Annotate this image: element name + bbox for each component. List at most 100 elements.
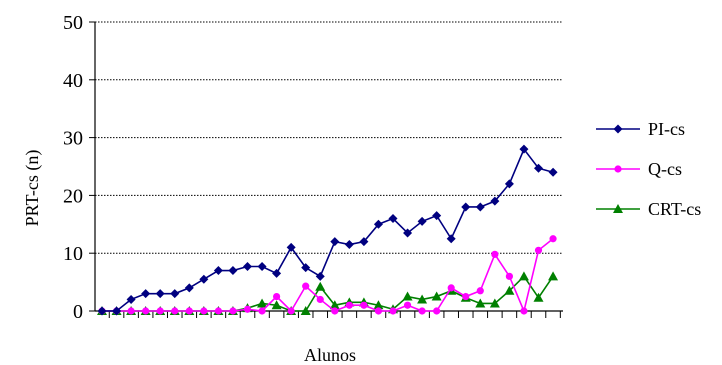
data-point-crt-cs	[417, 294, 428, 304]
data-point-q-cs	[418, 307, 426, 315]
data-point-pi-cs	[97, 306, 107, 316]
y-tick-label: 40	[63, 70, 83, 92]
data-point-pi-cs	[359, 237, 369, 247]
series-line-q-cs	[102, 238, 554, 314]
data-point-q-cs	[462, 292, 470, 301]
data-point-q-cs	[520, 307, 528, 315]
legend-label-pi-cs: PI-cs	[648, 119, 685, 139]
data-point-pi-cs	[461, 202, 471, 212]
data-point-q-cs	[316, 295, 324, 304]
data-point-q-cs	[491, 250, 499, 258]
legend-label-crt-cs: CRT-cs	[648, 199, 701, 219]
data-point-q-cs	[287, 307, 295, 315]
data-point-pi-cs	[432, 211, 442, 221]
data-point-pi-cs	[504, 179, 514, 189]
data-point-pi-cs	[243, 261, 252, 271]
legend-item-q-cs: Q-cs	[596, 159, 682, 179]
data-point-pi-cs	[170, 289, 180, 299]
data-point-crt-cs	[315, 281, 326, 291]
data-point-pi-cs	[126, 294, 136, 304]
series-group	[97, 144, 559, 316]
data-point-pi-cs	[534, 163, 543, 173]
legend-marker-pi-cs	[613, 124, 623, 134]
data-point-pi-cs	[257, 261, 267, 271]
data-point-pi-cs	[446, 234, 456, 244]
data-point-pi-cs	[475, 202, 485, 212]
data-point-q-cs	[243, 305, 252, 313]
data-point-pi-cs	[286, 242, 296, 252]
data-point-pi-cs	[490, 196, 500, 206]
data-point-crt-cs	[300, 306, 311, 315]
data-point-q-cs	[505, 272, 513, 280]
data-point-q-cs	[360, 301, 368, 309]
data-point-q-cs	[331, 307, 339, 315]
series-pi-cs	[97, 144, 558, 316]
y-tick-label: 50	[63, 12, 83, 34]
data-point-q-cs	[127, 307, 135, 315]
data-point-crt-cs	[431, 291, 442, 301]
data-point-pi-cs	[373, 219, 383, 229]
data-point-q-cs	[185, 307, 193, 315]
data-point-pi-cs	[315, 271, 325, 281]
data-point-q-cs	[142, 307, 150, 315]
data-point-pi-cs	[155, 289, 165, 299]
data-point-crt-cs	[271, 300, 282, 310]
axes	[94, 22, 563, 312]
data-point-pi-cs	[272, 268, 282, 278]
y-tick-label: 30	[63, 128, 83, 150]
data-point-pi-cs	[403, 228, 413, 238]
data-point-crt-cs	[475, 298, 486, 308]
data-point-pi-cs	[213, 266, 223, 276]
data-point-q-cs	[374, 307, 383, 315]
data-point-q-cs	[171, 307, 179, 315]
data-point-pi-cs	[301, 263, 311, 273]
data-point-crt-cs	[257, 298, 268, 308]
data-point-pi-cs	[417, 216, 427, 226]
data-point-q-cs	[345, 301, 353, 309]
data-point-crt-cs	[402, 291, 413, 301]
x-axis-label: Alunos	[304, 345, 356, 365]
data-point-q-cs	[476, 287, 484, 295]
data-point-crt-cs	[518, 271, 529, 281]
data-point-q-cs	[258, 307, 266, 315]
y-axis-ticks: 0 10 20 30 40 50	[63, 12, 95, 323]
data-point-q-cs	[156, 307, 164, 315]
data-point-crt-cs	[504, 285, 515, 295]
legend: PI-cs Q-cs CRT-cs	[596, 119, 701, 219]
data-point-pi-cs	[388, 214, 398, 224]
data-point-pi-cs	[548, 167, 558, 177]
legend-item-pi-cs: PI-cs	[596, 119, 685, 139]
data-point-pi-cs	[330, 237, 340, 247]
data-point-pi-cs	[112, 306, 122, 316]
data-point-q-cs	[447, 284, 455, 292]
data-point-pi-cs	[199, 274, 209, 284]
y-axis-label: PRT-cs (n)	[22, 150, 43, 227]
data-point-pi-cs	[228, 266, 238, 276]
legend-marker-q-cs	[614, 165, 622, 173]
data-point-q-cs	[403, 301, 412, 309]
y-tick-label: 10	[63, 243, 83, 265]
gridlines	[95, 21, 563, 254]
data-point-q-cs	[433, 307, 441, 315]
data-point-crt-cs	[329, 300, 340, 310]
data-point-crt-cs	[489, 298, 500, 308]
legend-label-q-cs: Q-cs	[648, 159, 682, 179]
x-axis-ticks	[108, 311, 561, 318]
data-point-pi-cs	[184, 283, 194, 293]
data-point-q-cs	[229, 307, 237, 315]
data-point-q-cs	[389, 307, 397, 315]
y-tick-label: 20	[63, 185, 83, 207]
data-point-q-cs	[273, 292, 281, 301]
series-q-cs	[98, 235, 557, 315]
data-point-pi-cs	[141, 289, 151, 299]
data-point-crt-cs	[373, 300, 384, 310]
legend-marker-crt-cs	[613, 204, 623, 213]
data-point-q-cs	[549, 235, 557, 243]
data-point-pi-cs	[519, 144, 529, 154]
series-line-pi-cs	[102, 147, 554, 312]
data-point-crt-cs	[548, 271, 559, 281]
data-point-crt-cs	[533, 292, 544, 302]
data-point-q-cs	[534, 246, 543, 254]
y-tick-label: 0	[73, 301, 83, 323]
